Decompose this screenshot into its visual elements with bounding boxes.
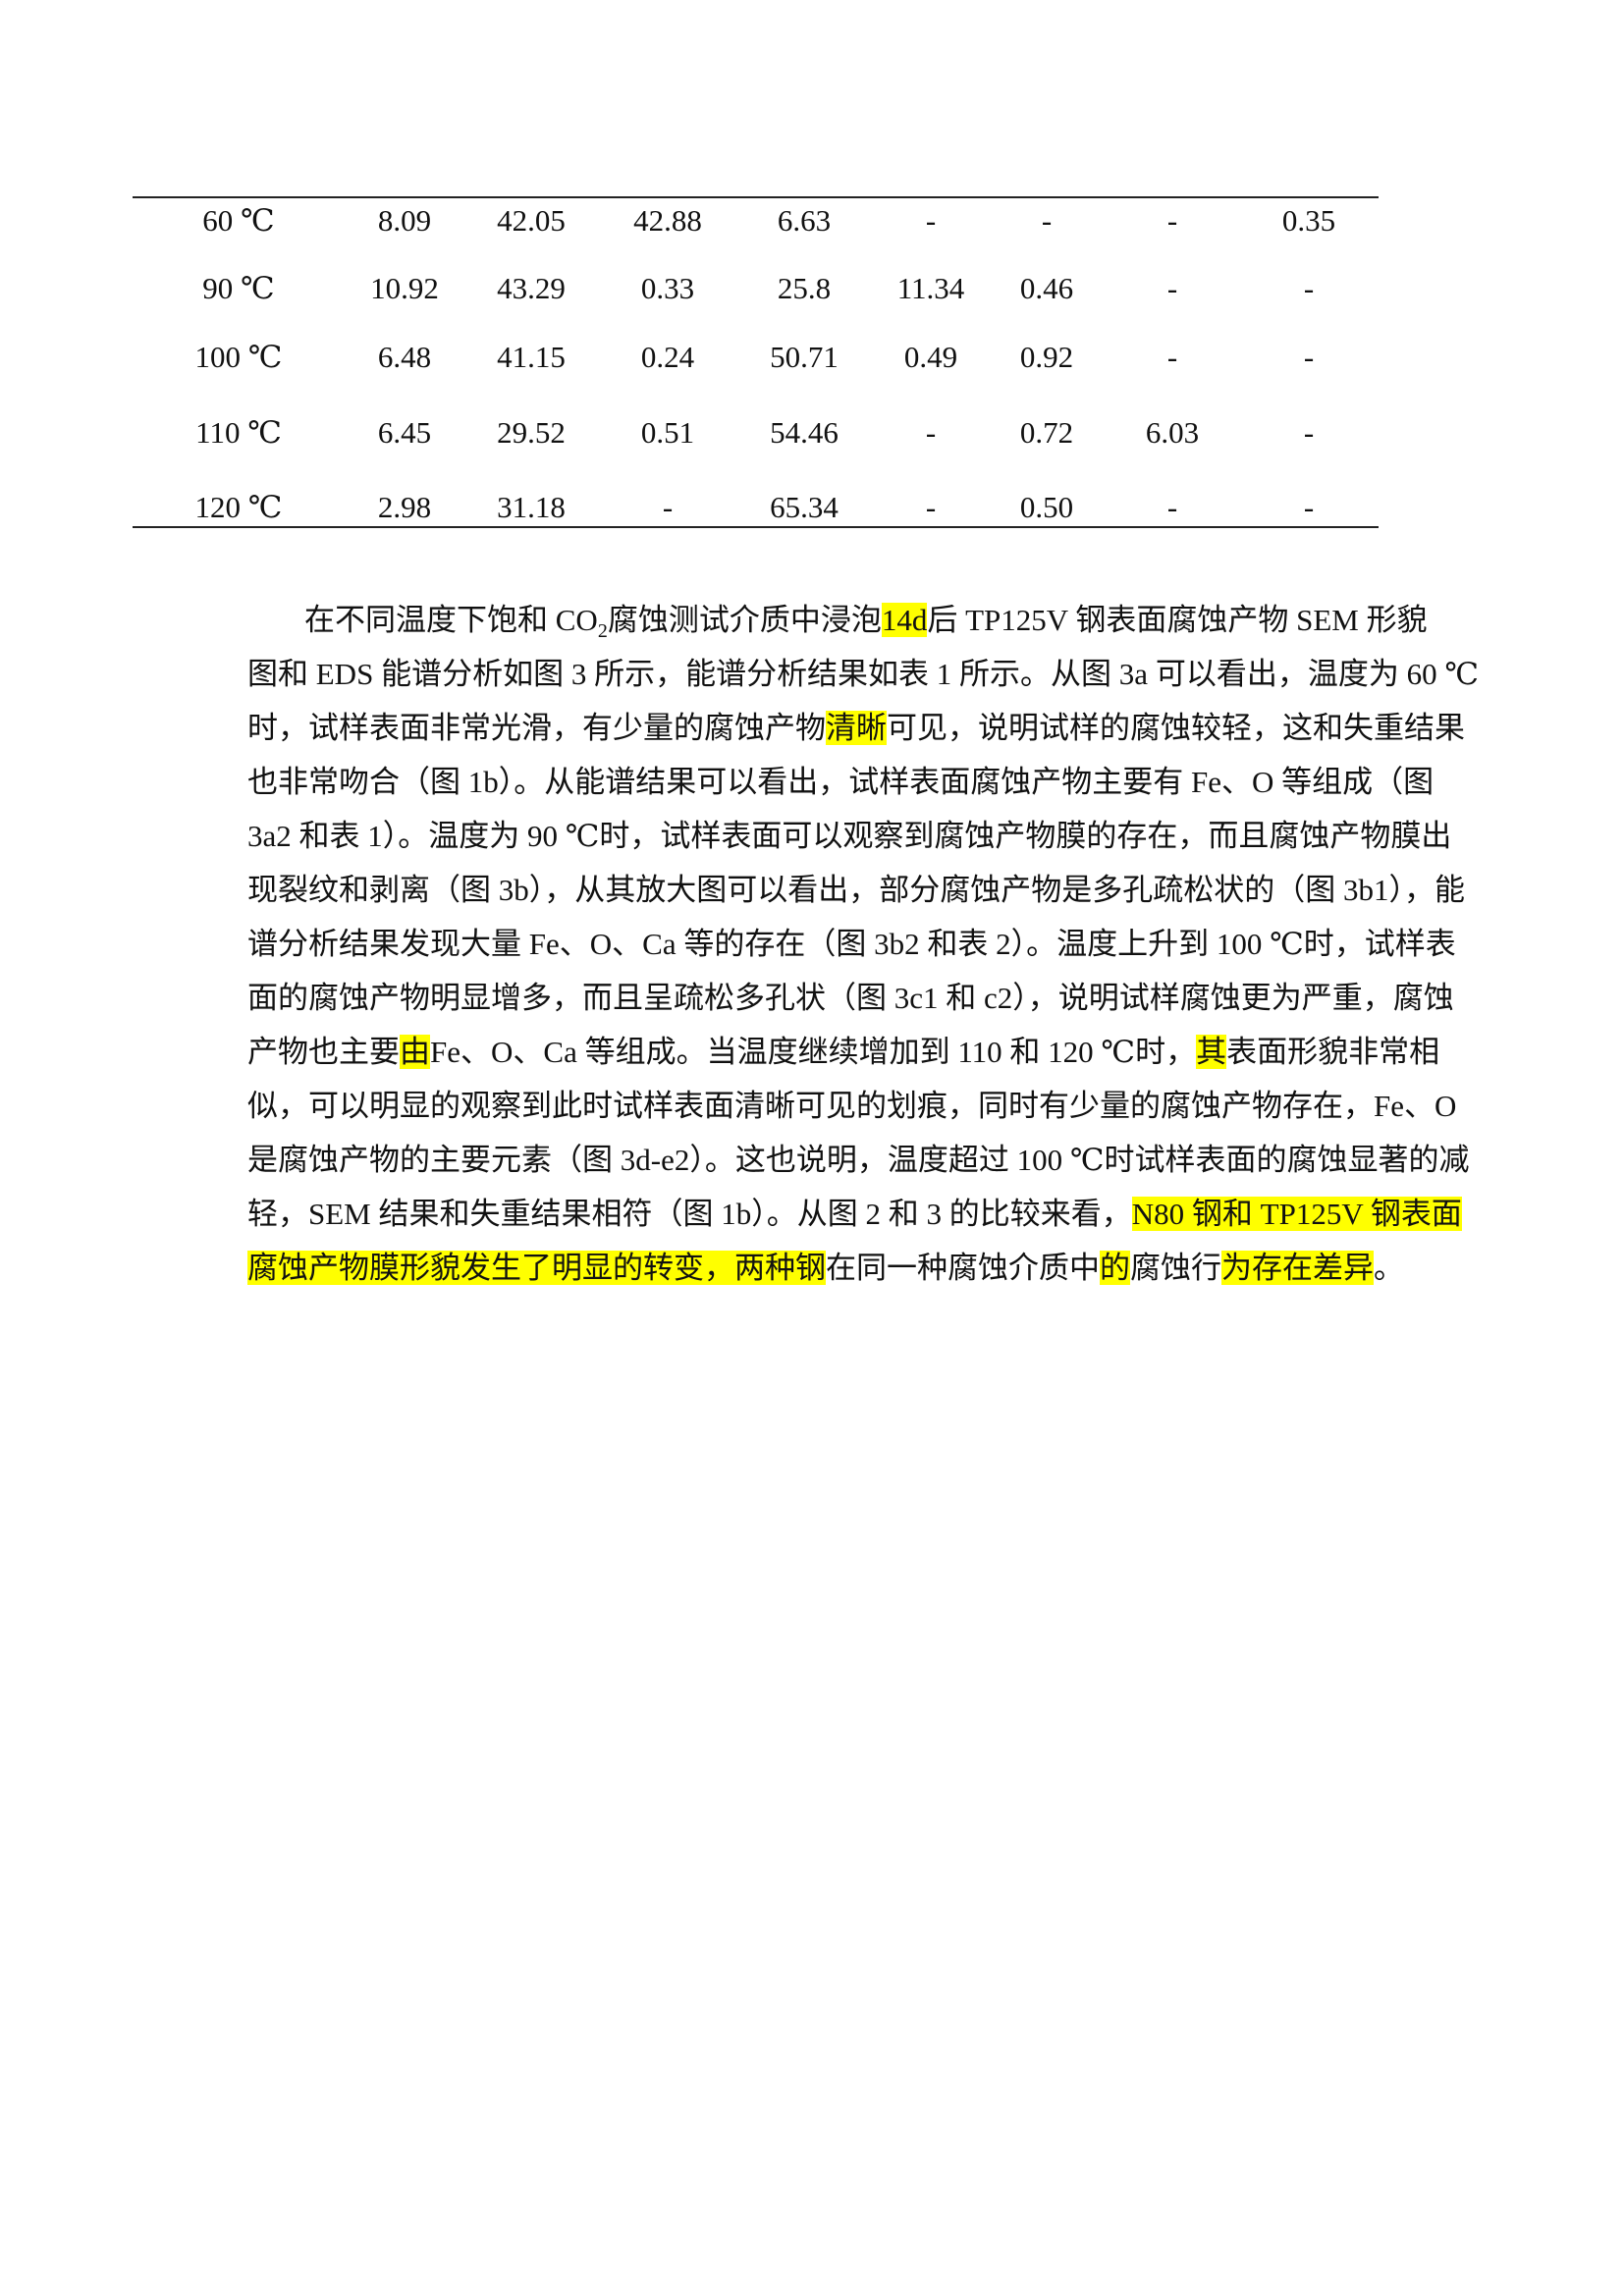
- table-top-rule: [133, 196, 1379, 198]
- paragraph: 在不同温度下饱和 CO2腐蚀测试介质中浸泡14d后 TP125V 钢表面腐蚀产物…: [247, 593, 1479, 1295]
- table-cell: 29.52: [497, 415, 566, 450]
- table-cell: 42.88: [633, 203, 702, 238]
- text: 时，试样表面非常光滑，有少量的腐蚀产物: [247, 711, 826, 745]
- text: Fe、O、Ca 等组成。当温度继续增加到 110 和 120 ℃时，: [430, 1035, 1197, 1069]
- table-cell: -: [1166, 490, 1178, 524]
- table-cell: 11.34: [896, 271, 965, 305]
- table-cell: 110 ℃: [195, 415, 282, 450]
- table-cell: 0.50: [1019, 490, 1074, 524]
- table-cell: 0.24: [640, 340, 695, 374]
- table-cell: 42.05: [497, 203, 566, 238]
- table-cell: -: [1166, 271, 1178, 305]
- table-cell: 54.46: [770, 415, 839, 450]
- text: 谱分析结果发现大量 Fe、O、Ca 等的存在（图 3b2 和表 2）。温度上升到…: [247, 927, 1456, 961]
- text-line: 在不同温度下饱和 CO2腐蚀测试介质中浸泡14d后 TP125V 钢表面腐蚀产物…: [247, 593, 1428, 647]
- highlighted-text: 腐蚀产物膜形貌发生了明显的转变，两种钢: [247, 1251, 826, 1285]
- text: 是腐蚀产物的主要元素（图 3d-e2）。这也说明，温度超过 100 ℃时试样表面…: [247, 1143, 1470, 1177]
- table-cell: -: [925, 203, 937, 238]
- text: 后 TP125V 钢表面腐蚀产物 SEM 形貌: [927, 603, 1428, 637]
- table-cell: -: [925, 490, 937, 524]
- table-cell: 60 ℃: [202, 203, 275, 238]
- text-line: 时，试样表面非常光滑，有少量的腐蚀产物清晰可见，说明试样的腐蚀较轻，这和失重结果: [247, 701, 1465, 755]
- table-cell: 90 ℃: [202, 271, 275, 305]
- text-line: 腐蚀产物膜形貌发生了明显的转变，两种钢在同一种腐蚀介质中的腐蚀行为存在差异。: [247, 1241, 1404, 1295]
- highlighted-text: 其: [1196, 1035, 1227, 1069]
- table-cell: 43.29: [497, 271, 566, 305]
- highlighted-text: 清晰: [826, 711, 887, 745]
- text-line: 也非常吻合（图 1b）。从能谱结果可以看出，试样表面腐蚀产物主要有 Fe、O 等…: [247, 755, 1434, 809]
- table-cell: -: [1166, 203, 1178, 238]
- text-line: 是腐蚀产物的主要元素（图 3d-e2）。这也说明，温度超过 100 ℃时试样表面…: [247, 1133, 1470, 1187]
- table-cell: 0.51: [640, 415, 695, 450]
- text-line: 似，可以明显的观察到此时试样表面清晰可见的划痕，同时有少量的腐蚀产物存在，Fe、…: [247, 1079, 1456, 1133]
- table-cell: 6.45: [377, 415, 432, 450]
- table-cell: 0.46: [1019, 271, 1074, 305]
- text: 在不同温度下饱和 CO: [304, 603, 598, 637]
- table-cell: 0.92: [1019, 340, 1074, 374]
- text: 似，可以明显的观察到此时试样表面清晰可见的划痕，同时有少量的腐蚀产物存在，Fe、…: [247, 1089, 1457, 1123]
- table-cell: 65.34: [770, 490, 839, 524]
- text-line: 产物也主要由Fe、O、Ca 等组成。当温度继续增加到 110 和 120 ℃时，…: [247, 1025, 1439, 1079]
- table-cell: 6.63: [777, 203, 832, 238]
- highlighted-text: 的: [1100, 1251, 1130, 1285]
- table-cell: 2.98: [377, 490, 432, 524]
- table-cell: 0.49: [903, 340, 958, 374]
- table-cell: 25.8: [777, 271, 832, 305]
- table-bottom-rule: [133, 526, 1379, 528]
- table-cell: -: [1303, 271, 1315, 305]
- highlighted-text: 14d: [881, 603, 928, 637]
- table-cell: 8.09: [377, 203, 432, 238]
- table-cell: -: [925, 415, 937, 450]
- text: 3a2 和表 1）。温度为 90 ℃时，试样表面可以观察到腐蚀产物膜的存在，而且…: [247, 819, 1452, 853]
- table-cell: -: [1303, 340, 1315, 374]
- text-line: 3a2 和表 1）。温度为 90 ℃时，试样表面可以观察到腐蚀产物膜的存在，而且…: [247, 809, 1451, 863]
- table-cell: -: [1041, 203, 1053, 238]
- table-cell: -: [1303, 490, 1315, 524]
- table-cell: 6.03: [1145, 415, 1200, 450]
- text: 腐蚀测试介质中浸泡: [607, 603, 882, 637]
- highlighted-text: 由: [400, 1035, 430, 1069]
- highlighted-text: 为存在差异: [1221, 1251, 1374, 1285]
- table-cell: 41.15: [497, 340, 566, 374]
- text: 腐蚀行: [1130, 1251, 1221, 1285]
- text: 。: [1374, 1251, 1404, 1285]
- text: 可见，说明试样的腐蚀较轻，这和失重结果: [887, 711, 1465, 745]
- text: 产物也主要: [247, 1035, 400, 1069]
- table-cell: -: [1166, 340, 1178, 374]
- text: 轻，SEM 结果和失重结果相符（图 1b）。从图 2 和 3 的比较来看，: [247, 1197, 1132, 1231]
- table-cell: 31.18: [497, 490, 566, 524]
- table-cell: 0.33: [640, 271, 695, 305]
- text: 在同一种腐蚀介质中: [826, 1251, 1100, 1285]
- text: 也非常吻合（图 1b）。从能谱结果可以看出，试样表面腐蚀产物主要有 Fe、O 等…: [247, 765, 1435, 799]
- table-cell: 10.92: [370, 271, 439, 305]
- text-line: 轻，SEM 结果和失重结果相符（图 1b）。从图 2 和 3 的比较来看，N80…: [247, 1187, 1462, 1241]
- table-cell: 0.35: [1281, 203, 1336, 238]
- text: 现裂纹和剥离（图 3b），从其放大图可以看出，部分腐蚀产物是多孔疏松状的（图 3…: [247, 873, 1465, 907]
- text-line: 面的腐蚀产物明显增多，而且呈疏松多孔状（图 3c1 和 c2），说明试样腐蚀更为…: [247, 971, 1454, 1025]
- table-cell: 0.72: [1019, 415, 1074, 450]
- table-cell: 120 ℃: [194, 490, 283, 524]
- text-line: 谱分析结果发现大量 Fe、O、Ca 等的存在（图 3b2 和表 2）。温度上升到…: [247, 917, 1456, 971]
- table-cell: -: [662, 490, 674, 524]
- table-cell: 6.48: [377, 340, 432, 374]
- highlighted-text: N80 钢和 TP125V 钢表面: [1131, 1197, 1462, 1231]
- table-cell: 50.71: [770, 340, 839, 374]
- text: 图和 EDS 能谱分析如图 3 所示，能谱分析结果如表 1 所示。从图 3a 可…: [247, 657, 1479, 691]
- text: 表面形貌非常相: [1226, 1035, 1440, 1069]
- table-cell: -: [1303, 415, 1315, 450]
- text-line: 现裂纹和剥离（图 3b），从其放大图可以看出，部分腐蚀产物是多孔疏松状的（图 3…: [247, 863, 1465, 917]
- text-line: 图和 EDS 能谱分析如图 3 所示，能谱分析结果如表 1 所示。从图 3a 可…: [247, 647, 1479, 701]
- subscript: 2: [597, 620, 608, 643]
- table-cell: 100 ℃: [194, 340, 283, 374]
- text: 面的腐蚀产物明显增多，而且呈疏松多孔状（图 3c1 和 c2），说明试样腐蚀更为…: [247, 981, 1454, 1015]
